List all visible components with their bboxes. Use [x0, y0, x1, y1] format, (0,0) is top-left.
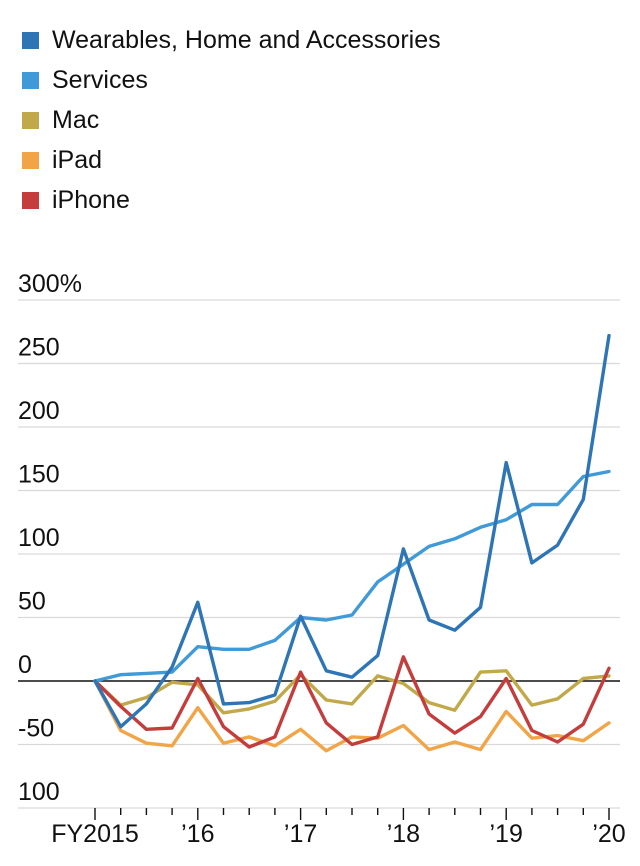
- y-tick-label: 150: [18, 461, 60, 489]
- y-tick-label: 0: [18, 651, 32, 679]
- x-tick-label: ’20: [592, 820, 625, 848]
- x-tick-label: ’16: [181, 820, 214, 848]
- legend-swatch-wearables: [22, 31, 39, 49]
- series-line-wearables: [93, 333, 611, 729]
- series-line-iphone: [93, 655, 611, 749]
- legend-item-wearables: Wearables, Home and Accessories: [22, 20, 441, 60]
- y-tick-label: -50: [18, 715, 54, 743]
- series-line-mac: [93, 669, 611, 715]
- y-tick-label: 200: [18, 397, 60, 425]
- legend-item-iphone: iPhone: [22, 180, 441, 220]
- legend-label-iphone: iPhone: [52, 185, 130, 214]
- x-tick-label: FY2015: [51, 820, 139, 848]
- legend-label-ipad: iPad: [52, 145, 103, 174]
- x-tick-label: ’18: [387, 820, 420, 848]
- y-tick-label: 250: [18, 334, 60, 362]
- series-line-services: [93, 469, 611, 683]
- chart-legend: Wearables, Home and Accessories Services…: [22, 20, 441, 220]
- legend-swatch-services: [22, 71, 39, 89]
- legend-label-mac: Mac: [52, 105, 100, 134]
- x-tick-label: ’19: [490, 820, 523, 848]
- y-tick-label: 300%: [18, 270, 82, 298]
- y-tick-label: 100: [18, 778, 60, 806]
- legend-swatch-mac: [22, 111, 39, 129]
- x-tick-label: ’17: [284, 820, 317, 848]
- legend-swatch-iphone: [22, 191, 39, 209]
- legend-item-ipad: iPad: [22, 140, 441, 180]
- legend-item-services: Services: [22, 60, 441, 100]
- y-tick-label: 50: [18, 588, 46, 616]
- legend-item-mac: Mac: [22, 100, 441, 140]
- legend-label-services: Services: [52, 65, 148, 94]
- y-tick-label: 100: [18, 524, 60, 552]
- legend-label-wearables: Wearables, Home and Accessories: [52, 25, 441, 54]
- legend-swatch-ipad: [22, 151, 39, 169]
- series-line-ipad: [93, 679, 611, 753]
